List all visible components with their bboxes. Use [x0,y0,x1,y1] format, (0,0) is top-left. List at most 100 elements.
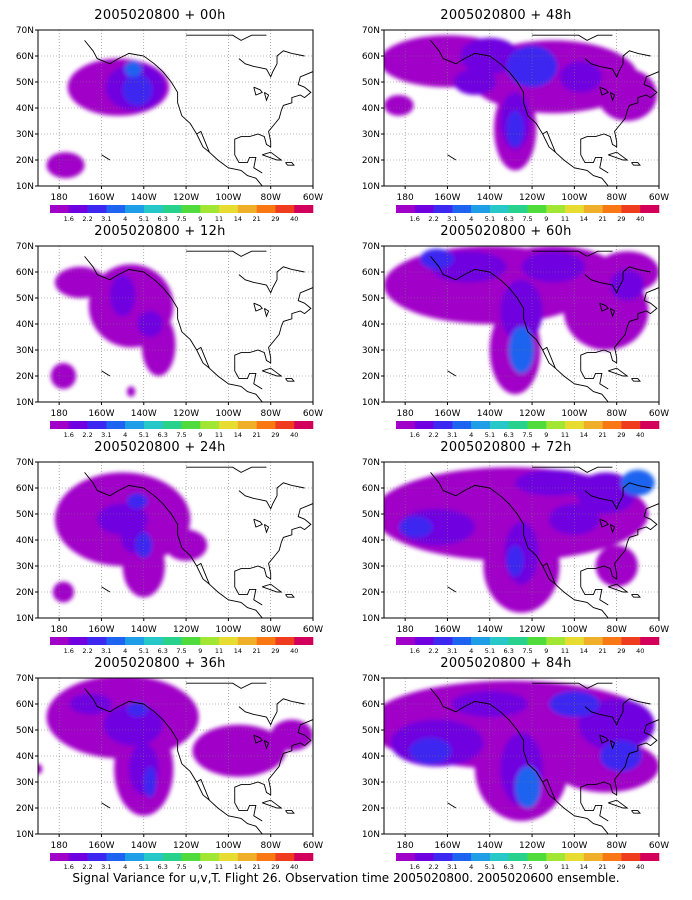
colorbar-swatch [125,421,145,429]
colorbar-swatch [621,637,641,645]
colorbar-swatch [471,205,491,213]
colorbar-swatch [237,421,257,429]
coastlines [84,34,313,186]
lat-tick-label: 40N [362,320,380,330]
lat-tick-label: 10N [362,398,380,408]
lat-tick-label: 20N [16,804,34,814]
lon-tick-label: 120W [519,409,545,419]
coastline [101,154,111,161]
colorbar-label: 2.2 [82,863,92,871]
colorbar-swatch [527,637,547,645]
variance-blob [559,61,602,93]
variance-blob [508,326,535,374]
colorbar-label: 2.2 [428,431,438,439]
lat-tick-label: 20N [362,372,380,382]
colorbar-label: 21 [253,863,261,871]
colorbar-label: 4 [123,647,127,655]
lat-tick-label: 60N [362,484,380,494]
colorbar-label: 29 [617,215,625,223]
map-panel-12h: 2005020800 + 12h 70N 60N 50N 40N 30N 20N 10N 180… [0,224,323,439]
colorbar-swatch [200,205,220,213]
variance-blob [506,110,524,147]
colorbar-label: 7.5 [176,431,186,439]
map-svg: 70N 60N 50N 40N 30N 20N 10N 180 160W 140W 120W 100W… [16,242,323,439]
colorbar-label: 6.3 [504,431,514,439]
colorbar-swatch [602,421,622,429]
colorbar-swatch [471,637,491,645]
lon-tick-label: 180 [51,409,68,419]
lon-tick-label: 100W [561,193,587,203]
coastline [532,682,613,689]
colorbar-swatch [433,637,453,645]
colorbar-label: 40 [636,647,644,655]
lon-tick-label: 120W [519,625,545,635]
colorbar-label: 9 [544,431,548,439]
lon-tick-label: 120W [173,625,199,635]
lon-tick-label: 100W [215,841,241,851]
lon-tick-label: 140W [131,409,157,419]
lat-tick-label: 60N [362,700,380,710]
variance-blob [122,74,153,106]
lat-tick-label: 50N [16,726,34,736]
colorbar-swatch [200,421,220,429]
coastline [196,778,210,801]
colorbar-label: 7.5 [522,863,532,871]
colorbar-label: 6.3 [158,647,168,655]
colorbar-swatch [143,205,164,213]
coastline [253,86,263,96]
coastline [580,287,659,364]
lon-tick-label: 120W [519,841,545,851]
colorbar-swatch [87,637,107,645]
map-svg: 70N 60N 50N 40N 30N 20N 10N 180 160W 140W 120W 100W… [16,674,323,871]
lat-tick-label: 40N [362,104,380,114]
variance-blob [124,61,142,77]
coastlines [430,466,659,618]
variance-blob [126,701,148,717]
colorbar-swatch [106,205,126,213]
coastline [580,71,659,148]
lon-tick-label: 140W [131,193,157,203]
coastline [609,740,616,750]
colorbar-swatch [452,637,472,645]
coastline [234,71,313,148]
colorbar-label: 14 [580,647,588,655]
colorbar-swatch [602,637,622,645]
colorbar-swatch [219,421,239,429]
colorbar-label: 11 [561,647,569,655]
colorbar-swatch [256,205,276,213]
colorbar-swatch [546,205,566,213]
colorbar-swatch [508,205,528,213]
colorbar-swatch [640,637,660,645]
colorbar-label: 7.5 [522,215,532,223]
lon-tick-label: 140W [477,409,503,419]
lat-tick-label: 40N [16,320,34,330]
lon-tick-label: 140W [477,625,503,635]
lon-tick-label: 120W [519,193,545,203]
coastline [262,367,283,377]
lon-tick-label: 180 [51,193,68,203]
colorbar-label: 6.3 [158,863,168,871]
coastline [631,594,641,598]
colorbar-label: 5.1 [139,863,149,871]
lat-tick-label: 30N [16,778,34,788]
colorbar-label: 14 [580,863,588,871]
variance-blob [38,763,43,775]
colorbar-swatch [125,637,145,645]
variance-field [384,246,659,402]
variance-blob [192,724,286,777]
coastline [599,302,609,312]
variance-blob [46,152,85,179]
map-panel-84h: 2005020800 + 84h 70N 60N 50N 40N 30N 20N 10N 180… [346,656,669,871]
coastline [84,256,263,402]
lon-tick-label: 100W [215,625,241,635]
colorbar-label: 14 [234,215,242,223]
colorbar-swatch [640,421,660,429]
coastline [580,144,609,174]
coastline [196,562,210,585]
colorbar-label: 29 [271,431,279,439]
coastline [599,86,609,96]
panel-title: 2005020800 + 48h [440,8,572,23]
lat-tick-label: 60N [16,268,34,278]
variance-blob [521,251,585,283]
colorbar-label: 14 [234,863,242,871]
